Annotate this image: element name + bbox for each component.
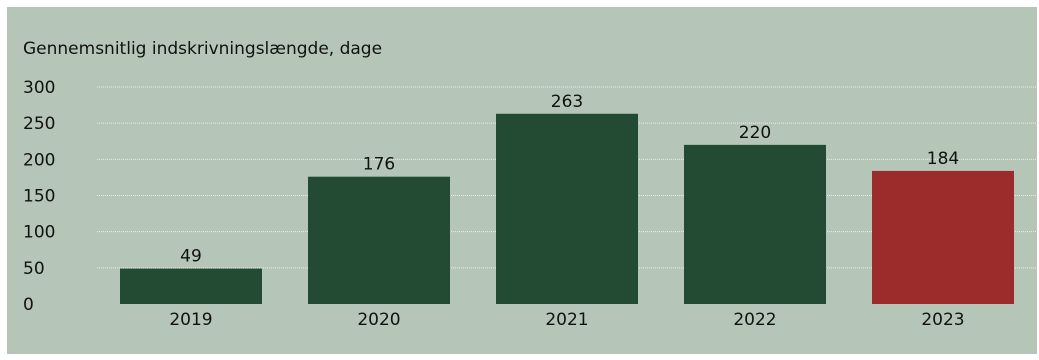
bar-chart: Gennemsnitlig indskrivningslængde, dage …	[23, 39, 1037, 330]
bar-2023	[872, 170, 1014, 304]
y-tick-label: 250	[23, 114, 55, 134]
x-tick-label-2021: 2021	[545, 310, 588, 330]
data-label-2020: 176	[363, 155, 395, 175]
x-tick-label-2022: 2022	[733, 310, 776, 330]
data-label-2021: 263	[551, 92, 583, 112]
data-label-2019: 49	[180, 247, 202, 267]
y-tick-label: 0	[23, 295, 34, 315]
bars: 49 176 263 220 184	[120, 92, 1014, 304]
bar-2022	[684, 144, 826, 304]
chart-panel: Gennemsnitlig indskrivningslængde, dage …	[7, 7, 1037, 354]
y-tick-label: 50	[23, 259, 45, 279]
data-label-2022: 220	[739, 123, 771, 143]
y-tick-label: 200	[23, 150, 55, 170]
x-axis-ticks: 2019 2020 2021 2022 2023	[169, 310, 964, 330]
x-tick-label-2019: 2019	[169, 310, 212, 330]
y-axis-label: Gennemsnitlig indskrivningslængde, dage	[23, 39, 382, 59]
bar-2020	[308, 176, 450, 304]
y-tick-label: 300	[23, 78, 55, 98]
y-axis-ticks: 0 50 100 150 200 250 300	[23, 78, 55, 315]
y-tick-label: 100	[23, 223, 55, 243]
x-tick-label-2023: 2023	[921, 310, 964, 330]
y-tick-label: 150	[23, 187, 55, 207]
bar-2021	[496, 113, 638, 304]
bar-2019	[120, 268, 262, 304]
x-tick-label-2020: 2020	[357, 310, 400, 330]
data-label-2023: 184	[927, 149, 959, 169]
